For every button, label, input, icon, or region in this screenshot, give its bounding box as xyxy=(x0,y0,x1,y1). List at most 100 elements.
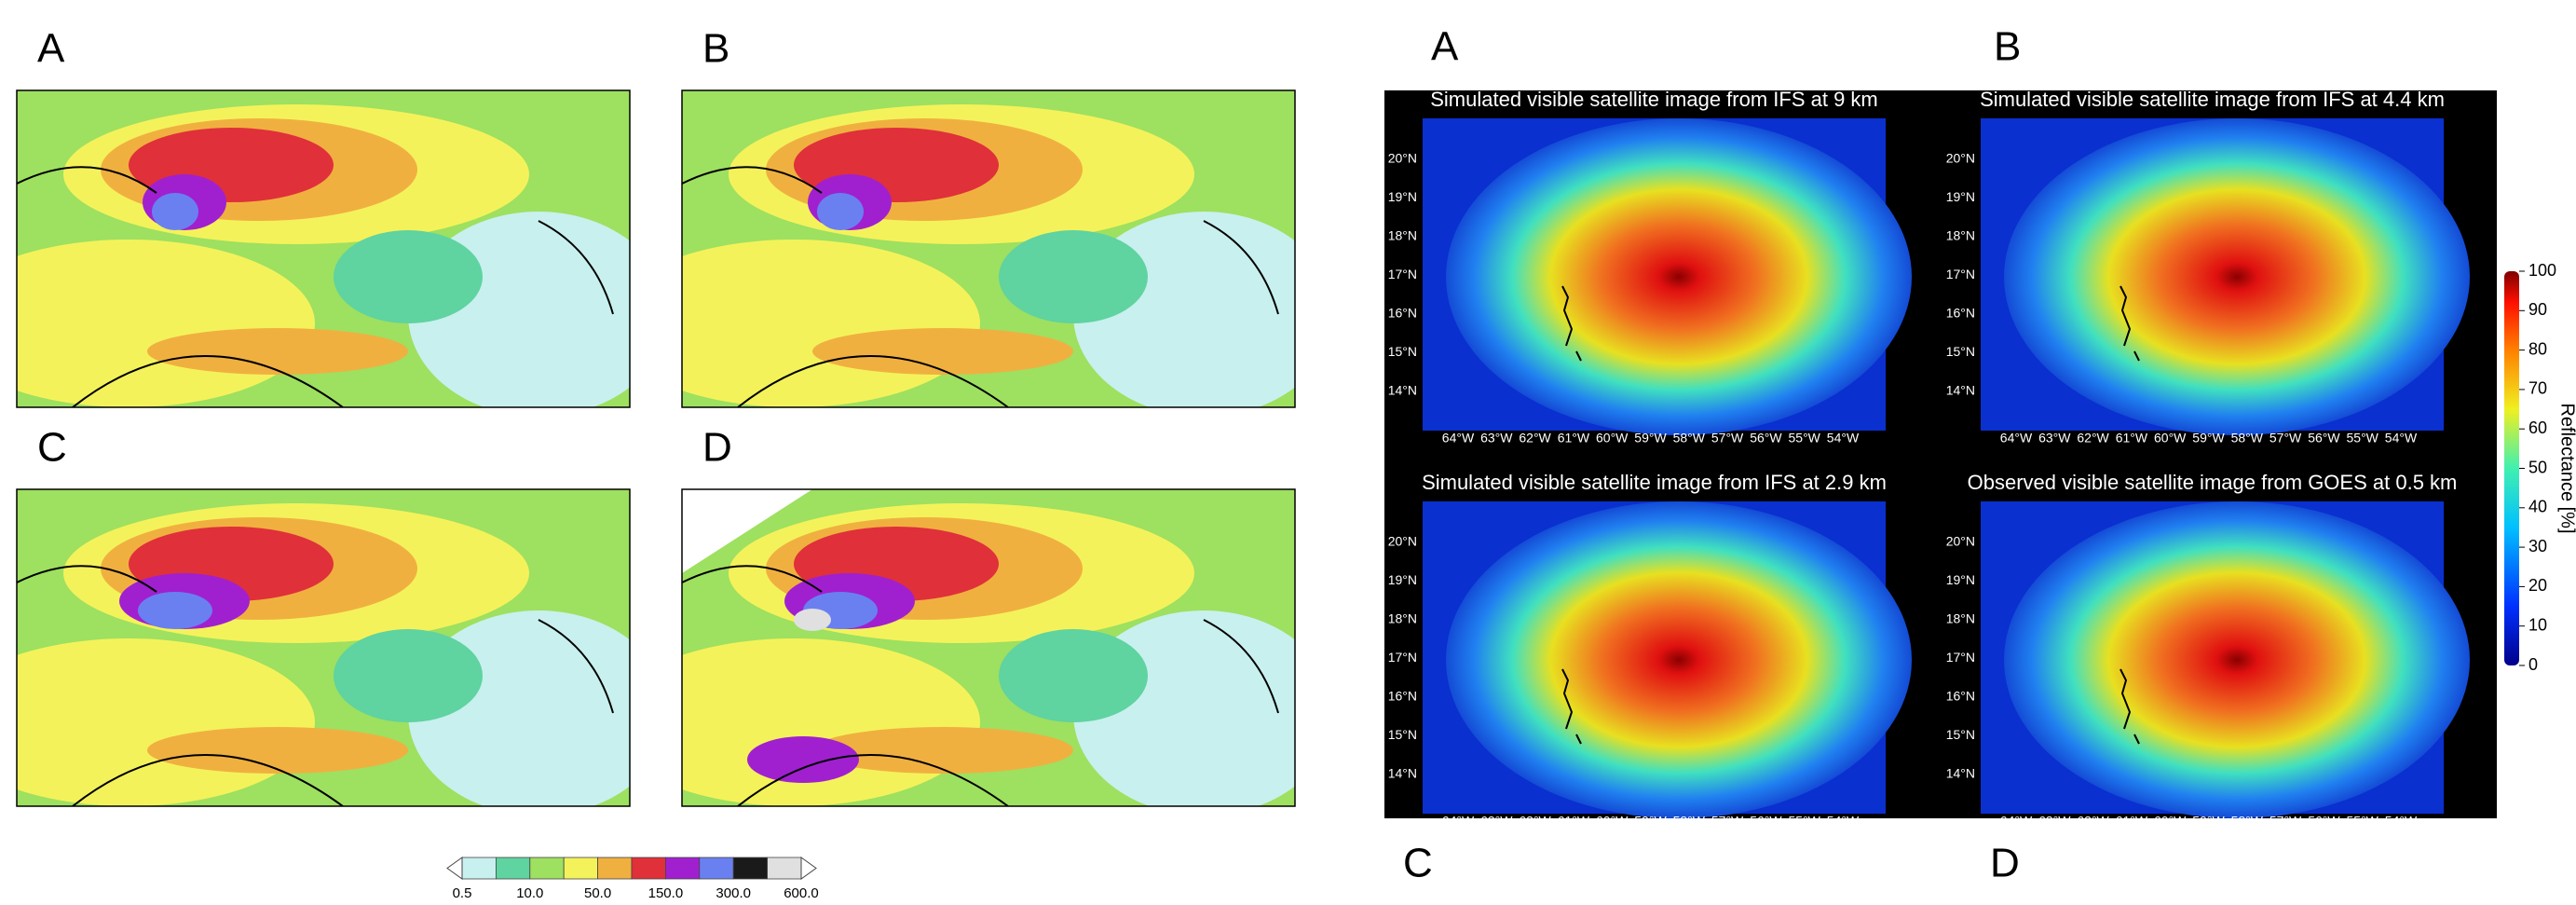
lon-tick-label: 63°W xyxy=(1480,431,1513,446)
lat-tick-label: 20°N xyxy=(1946,151,1975,166)
precip-map xyxy=(607,90,1334,417)
lat-tick-label: 19°N xyxy=(1388,189,1417,204)
lat-tick-label: 14°N xyxy=(1388,766,1417,781)
lon-tick-label: 64°W xyxy=(1442,431,1475,446)
storm-clouds xyxy=(1446,118,1912,435)
field xyxy=(999,629,1148,722)
lon-tick-label: 54°W xyxy=(2385,431,2418,446)
field xyxy=(138,592,212,629)
panel-label: C xyxy=(37,425,67,471)
colorbar-segment xyxy=(564,857,597,879)
colorbar-segment xyxy=(530,857,564,879)
colorbar-tick-label: 70 xyxy=(2528,379,2547,398)
colorbar-tick-label: 150.0 xyxy=(648,885,684,901)
panel-label: C xyxy=(1403,841,1433,886)
lat-tick-label: 20°N xyxy=(1388,151,1417,166)
field xyxy=(747,736,859,783)
colorbar-segment xyxy=(733,857,767,879)
lat-tick-label: 16°N xyxy=(1946,306,1975,321)
colorbar-label: Reflectance [%] xyxy=(2557,403,2576,533)
lat-tick-label: 16°N xyxy=(1388,689,1417,704)
lat-tick-label: 15°N xyxy=(1946,344,1975,359)
lat-tick-label: 19°N xyxy=(1946,572,1975,587)
precip-map xyxy=(0,489,669,816)
colorbar-segment xyxy=(598,857,632,879)
field xyxy=(817,193,864,230)
lon-tick-label: 56°W xyxy=(1750,431,1782,446)
panel-label: D xyxy=(1990,841,2020,886)
lat-tick-label: 17°N xyxy=(1388,267,1417,281)
colorbar-segment xyxy=(768,857,801,879)
colorbar-tick-label: 0.5 xyxy=(453,885,472,901)
colorbar-extend xyxy=(447,857,462,879)
storm-clouds xyxy=(1446,501,1912,818)
panel-label: D xyxy=(702,425,732,471)
lon-tick-label: 59°W xyxy=(1634,814,1667,829)
colorbar xyxy=(2504,271,2519,665)
lon-tick-label: 63°W xyxy=(2038,431,2071,446)
lon-tick-label: 62°W xyxy=(1519,814,1551,829)
lon-tick-label: 56°W xyxy=(1750,814,1782,829)
lon-tick-label: 55°W xyxy=(1789,431,1821,446)
lon-tick-label: 55°W xyxy=(2347,814,2379,829)
colorbar-tick-label: 600.0 xyxy=(784,885,819,901)
colorbar-segment xyxy=(665,857,699,879)
lon-tick-label: 61°W xyxy=(2116,431,2148,446)
colorbar-segment xyxy=(496,857,529,879)
colorbar-tick-label: 60 xyxy=(2528,418,2547,437)
colorbar-tick-label: 300.0 xyxy=(716,885,751,901)
lon-tick-label: 61°W xyxy=(1558,431,1590,446)
field xyxy=(794,609,831,631)
lon-tick-label: 59°W xyxy=(2192,814,2225,829)
lon-tick-label: 64°W xyxy=(2000,814,2033,829)
panel-label: A xyxy=(37,26,65,72)
lon-tick-label: 61°W xyxy=(1558,814,1590,829)
lon-tick-label: 64°W xyxy=(1442,814,1475,829)
lon-tick-label: 59°W xyxy=(1634,431,1667,446)
lat-tick-label: 14°N xyxy=(1388,383,1417,398)
lat-tick-label: 18°N xyxy=(1946,228,1975,243)
lat-tick-label: 17°N xyxy=(1946,650,1975,665)
lat-tick-label: 20°N xyxy=(1946,534,1975,549)
lat-tick-label: 18°N xyxy=(1946,611,1975,626)
lat-tick-label: 19°N xyxy=(1388,572,1417,587)
panel-title: Simulated visible satellite image from I… xyxy=(1422,471,1887,494)
precip-map xyxy=(607,489,1334,816)
colorbar-extend xyxy=(801,857,816,879)
colorbar-tick-label: 90 xyxy=(2528,300,2547,319)
lon-tick-label: 57°W xyxy=(2269,814,2302,829)
panel-title: Observed visible satellite image from GO… xyxy=(1968,471,2458,494)
lat-tick-label: 15°N xyxy=(1946,727,1975,742)
lon-tick-label: 58°W xyxy=(2231,814,2264,829)
lon-tick-label: 55°W xyxy=(2347,431,2379,446)
panel-label: B xyxy=(1994,24,2021,70)
lat-tick-label: 14°N xyxy=(1946,766,1975,781)
colorbar-segment xyxy=(632,857,665,879)
lon-tick-label: 64°W xyxy=(2000,431,2033,446)
colorbar-tick-label: 50.0 xyxy=(584,885,611,901)
lat-tick-label: 18°N xyxy=(1388,228,1417,243)
lon-tick-label: 60°W xyxy=(1596,431,1629,446)
colorbar-tick-label: 10 xyxy=(2528,615,2547,634)
lon-tick-label: 57°W xyxy=(2269,431,2302,446)
lon-tick-label: 58°W xyxy=(1673,431,1706,446)
lat-tick-label: 17°N xyxy=(1388,650,1417,665)
field xyxy=(999,230,1148,323)
lat-tick-label: 20°N xyxy=(1388,534,1417,549)
storm-clouds xyxy=(2004,501,2470,818)
storm-clouds xyxy=(2004,118,2470,435)
lon-tick-label: 58°W xyxy=(1673,814,1706,829)
field xyxy=(147,727,408,774)
lon-tick-label: 56°W xyxy=(2308,814,2340,829)
lon-tick-label: 63°W xyxy=(1480,814,1513,829)
colorbar-segment xyxy=(700,857,733,879)
lat-tick-label: 16°N xyxy=(1388,306,1417,321)
lat-tick-label: 19°N xyxy=(1946,189,1975,204)
panel-label: B xyxy=(702,26,729,72)
colorbar-tick-label: 50 xyxy=(2528,458,2547,476)
lon-tick-label: 62°W xyxy=(2077,431,2109,446)
lon-tick-label: 62°W xyxy=(2077,814,2109,829)
lon-tick-label: 58°W xyxy=(2231,431,2264,446)
colorbar-tick-label: 30 xyxy=(2528,537,2547,555)
lat-tick-label: 17°N xyxy=(1946,267,1975,281)
